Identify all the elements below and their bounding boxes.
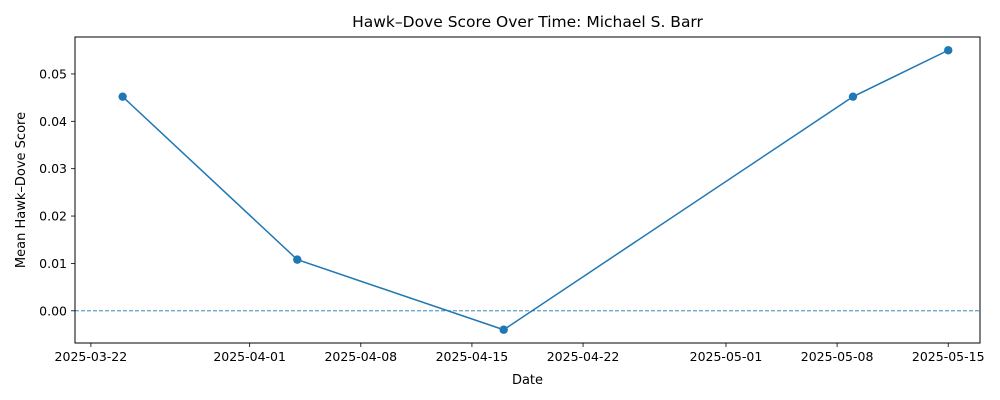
series-line (122, 49, 949, 331)
x-tick-label: 2025-05-15 (912, 349, 985, 364)
y-tick-label: 0.04 (39, 114, 67, 129)
y-tick-label: 0.01 (39, 256, 67, 271)
data-point (118, 92, 127, 101)
x-tick-label: 2025-04-22 (547, 349, 620, 364)
y-tick-label: 0.02 (39, 209, 67, 224)
series-layer (118, 46, 953, 334)
y-axis-label: Mean Hawk–Dove Score (14, 112, 29, 268)
y-tick-label: 0.03 (39, 161, 67, 176)
y-tick-label: 0.00 (39, 303, 67, 318)
data-point (848, 92, 858, 101)
plot-frame (74, 36, 981, 344)
x-axis-label: Date (512, 373, 543, 388)
x-tick-label: 2025-03-22 (55, 349, 128, 364)
y-tick-label: 0.05 (39, 66, 67, 81)
data-point (499, 325, 508, 334)
data-point (293, 255, 302, 264)
x-tick-label: 2025-04-15 (436, 349, 509, 364)
x-tick-label: 2025-04-08 (324, 349, 397, 364)
x-tick-layer: 2025-03-22 2025-04-01 2025-04-08 2025-04-15… (55, 343, 985, 364)
y-tick-layer: 0.00 0.01 0.02 0.03 0.04 0.05 (39, 66, 75, 318)
chart-title: Hawk–Dove Score Over Time: Michael S. Ba… (352, 13, 703, 31)
x-tick-label: 2025-05-01 (690, 349, 763, 364)
x-tick-label: 2025-05-08 (801, 349, 874, 364)
data-point (944, 46, 953, 55)
x-tick-label: 2025-04-01 (213, 349, 286, 364)
